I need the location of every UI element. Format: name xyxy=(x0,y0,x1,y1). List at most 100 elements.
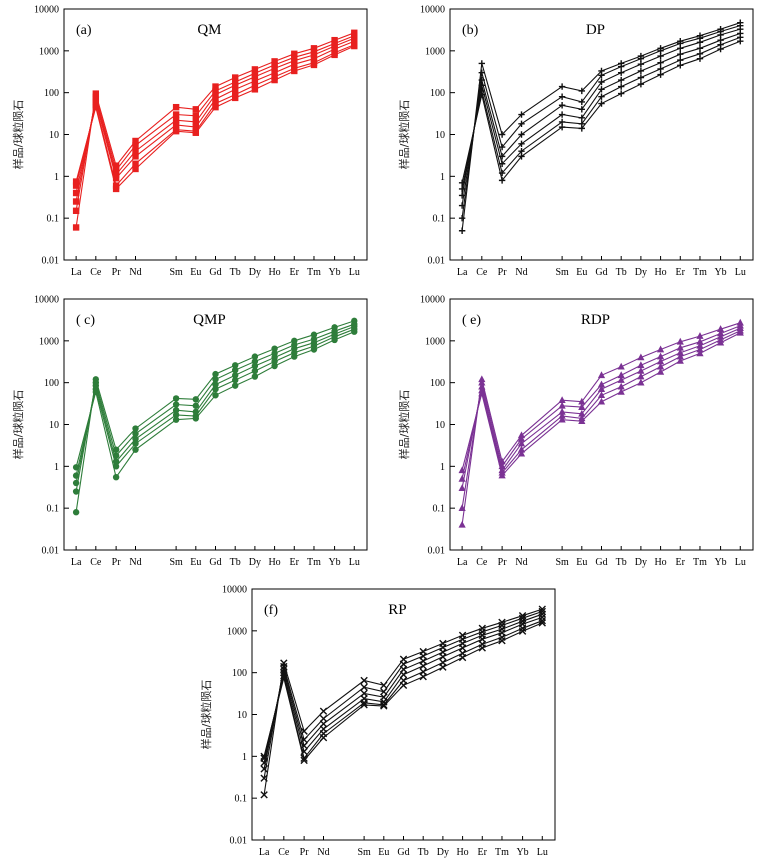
plot-frame xyxy=(63,8,368,261)
data-point xyxy=(478,91,486,98)
data-point xyxy=(677,51,684,58)
data-point xyxy=(271,73,278,80)
data-point xyxy=(300,756,308,765)
data-point xyxy=(558,102,566,109)
y-tick-label: 1000 xyxy=(227,626,247,637)
plot-frame xyxy=(449,298,754,551)
data-point xyxy=(271,345,278,352)
y-tick-label: 0.01 xyxy=(42,256,60,267)
data-point xyxy=(538,616,546,625)
x-tick-label: Ho xyxy=(654,267,666,278)
x-tick-label: Yb xyxy=(328,557,340,568)
data-point xyxy=(132,440,139,447)
data-point xyxy=(517,431,526,439)
x-tick-label: Eu xyxy=(576,557,587,568)
data-point xyxy=(251,66,259,73)
data-point xyxy=(112,182,120,189)
x-tick-label: Tm xyxy=(307,557,321,568)
data-point xyxy=(478,644,486,652)
data-point xyxy=(458,185,466,193)
data-point xyxy=(637,378,645,386)
data-point xyxy=(458,653,467,662)
data-point xyxy=(271,65,278,72)
y-tick-label: 0.1 xyxy=(433,214,446,225)
x-tick-label: La xyxy=(457,267,468,278)
data-point xyxy=(72,488,80,495)
y-tick-label: 100 xyxy=(430,378,445,389)
chart-panel-c: 0.01 0.1 1 10 100 1000 10000 La Ce Pr Nd Sm Eu Gd Tb Dy… xyxy=(11,295,368,568)
data-point xyxy=(192,106,200,113)
data-point xyxy=(280,671,288,680)
x-tick-label: Dy xyxy=(249,267,261,278)
data-point xyxy=(132,425,139,432)
data-point xyxy=(598,72,605,79)
data-point xyxy=(212,370,219,378)
data-point xyxy=(617,90,625,97)
panel-label: ( c) xyxy=(76,313,95,328)
data-point xyxy=(657,59,664,66)
data-point xyxy=(598,86,605,93)
data-point xyxy=(231,86,239,93)
data-point xyxy=(331,45,338,53)
data-point xyxy=(597,385,606,392)
data-point xyxy=(351,42,358,50)
data-point xyxy=(231,366,239,374)
x-tick-label: Ho xyxy=(268,267,280,278)
data-point xyxy=(696,337,704,345)
data-point xyxy=(637,55,645,62)
data-point xyxy=(637,60,645,68)
data-point xyxy=(716,338,725,346)
x-tick-label: Lu xyxy=(349,267,360,278)
data-point xyxy=(319,733,328,742)
data-point xyxy=(399,670,408,679)
x-tick-label: Ce xyxy=(90,267,102,278)
y-tick-label: 0.01 xyxy=(428,546,446,557)
series-line xyxy=(461,32,741,196)
x-tick-label: Er xyxy=(676,557,686,568)
data-point xyxy=(696,39,704,46)
data-point xyxy=(192,129,200,136)
x-tick-label: Eu xyxy=(190,267,201,278)
series-line xyxy=(75,40,355,194)
series-line xyxy=(461,25,741,219)
data-point xyxy=(656,367,665,375)
data-point xyxy=(478,389,486,397)
series-line xyxy=(461,332,741,477)
data-point xyxy=(617,387,625,395)
panel-title: RP xyxy=(388,602,406,618)
data-point xyxy=(558,415,566,423)
data-point xyxy=(231,82,239,89)
data-point xyxy=(251,73,259,80)
x-tick-label: Ho xyxy=(654,557,666,568)
y-tick-label: 1 xyxy=(54,462,59,473)
data-point xyxy=(676,337,684,345)
data-point xyxy=(439,663,447,671)
x-tick-label: Gd xyxy=(209,267,221,278)
data-point xyxy=(212,83,219,90)
data-point xyxy=(676,343,684,351)
data-point xyxy=(212,392,219,399)
x-tick-label: Sm xyxy=(357,847,371,858)
x-tick-label: Ce xyxy=(476,557,488,568)
panel-label: (f) xyxy=(264,603,278,618)
data-point xyxy=(231,376,239,384)
data-point xyxy=(696,349,704,357)
x-tick-label: Gd xyxy=(397,847,409,858)
data-point xyxy=(478,378,486,386)
data-point xyxy=(212,100,219,107)
data-point xyxy=(656,362,665,370)
data-point xyxy=(617,69,625,76)
data-point xyxy=(271,362,278,370)
data-point xyxy=(271,58,278,65)
data-point xyxy=(251,70,259,77)
data-point xyxy=(132,160,139,167)
data-point xyxy=(478,382,486,390)
data-point xyxy=(291,50,298,57)
data-point xyxy=(578,125,586,132)
series-line xyxy=(75,320,355,513)
data-point xyxy=(498,637,506,645)
x-tick-label: Yb xyxy=(714,557,726,568)
data-point xyxy=(112,167,120,174)
data-point xyxy=(280,662,288,671)
